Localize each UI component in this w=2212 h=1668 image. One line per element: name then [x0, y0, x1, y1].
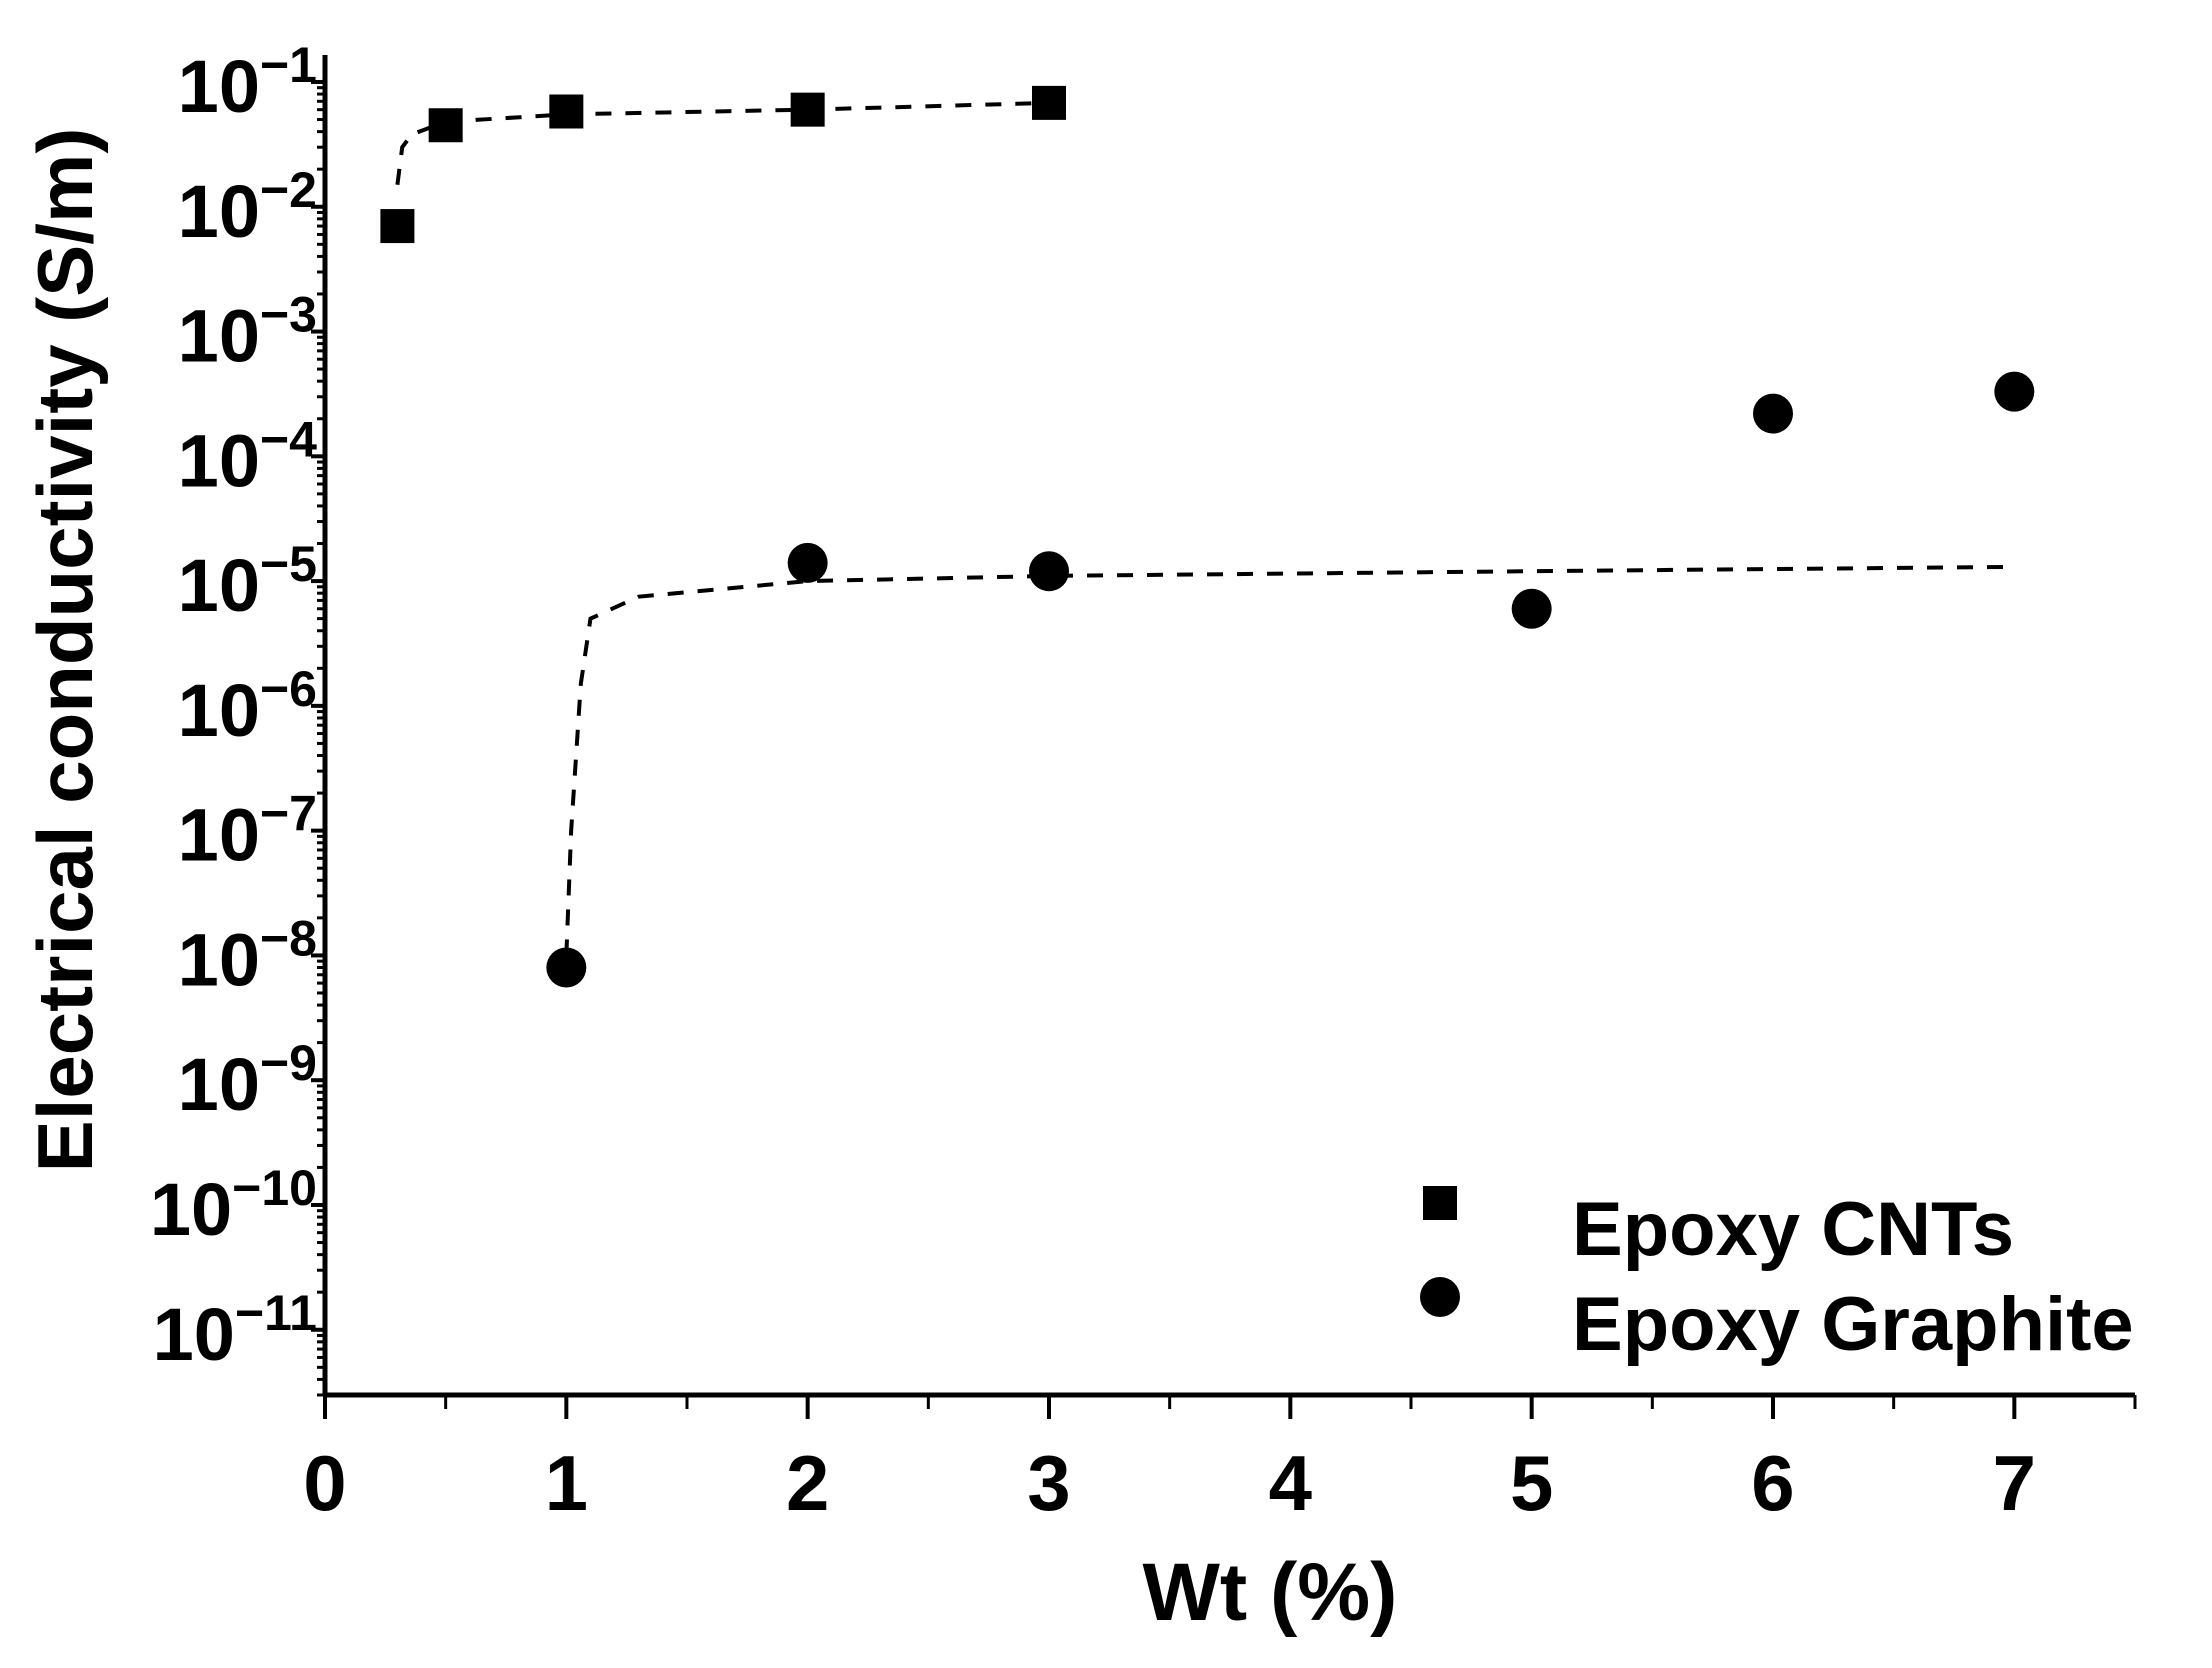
- graphite-point: [1029, 551, 1069, 592]
- graphite-point: [546, 947, 587, 988]
- y-tick-label: 10−6: [178, 661, 317, 752]
- x-tick-label: 0: [303, 1439, 346, 1527]
- legend-label: Epoxy Graphite: [1572, 1282, 2134, 1367]
- x-tick-label: 4: [1269, 1439, 1312, 1527]
- x-tick-label: 5: [1510, 1439, 1553, 1527]
- x-tick-label: 6: [1751, 1439, 1794, 1527]
- data-points-layer: [380, 85, 2035, 988]
- x-tick-label: 3: [1027, 1439, 1070, 1527]
- y-tick-label: 10−1: [178, 37, 317, 128]
- x-tick-label: 2: [786, 1439, 829, 1527]
- x-axis-title: Wt (%): [1142, 1547, 1397, 1638]
- cnts-point: [380, 209, 415, 244]
- cnts-point: [790, 92, 825, 127]
- x-tick-label: 1: [545, 1439, 588, 1527]
- graphite-point: [1994, 371, 2035, 412]
- x-tick-label: 7: [1993, 1439, 2036, 1527]
- y-tick-label: 10−3: [178, 287, 317, 378]
- y-tick-label: 10−2: [178, 162, 317, 253]
- y-tick-label: 10−9: [178, 1035, 317, 1126]
- y-axis-title: Electrical conductivity (S/m): [21, 128, 109, 1173]
- legend-marker-cnts: [1423, 1186, 1457, 1220]
- fit-lines-layer: [395, 100, 2015, 956]
- y-tick-label: 10−8: [178, 910, 317, 1001]
- axes-layer: 0 1 2 3 4 5 6 7 10−1 10−2 10−3 10−4 10−5 10−6 10−7 10−8…: [150, 37, 2137, 1527]
- fit-line-graphite: [564, 564, 2015, 956]
- graphite-point: [1511, 588, 1552, 629]
- legend: Epoxy CNTs Epoxy Graphite: [1420, 1186, 2134, 1367]
- graphite-point: [1753, 393, 1793, 434]
- cnts-point: [428, 108, 463, 143]
- y-tick-label: 10−7: [178, 786, 317, 877]
- cnts-point: [549, 94, 584, 129]
- graphite-point: [787, 542, 828, 583]
- y-tick-label: 10−4: [178, 411, 318, 502]
- y-tick-label: 10−10: [150, 1160, 317, 1251]
- cnts-point: [1032, 85, 1066, 120]
- legend-marker-graphite: [1420, 1277, 1460, 1317]
- y-tick-label: 10−5: [178, 536, 317, 627]
- y-tick-label: 10−11: [153, 1285, 317, 1376]
- fit-line-cnts: [395, 100, 1050, 186]
- legend-label: Epoxy CNTs: [1572, 1187, 2014, 1272]
